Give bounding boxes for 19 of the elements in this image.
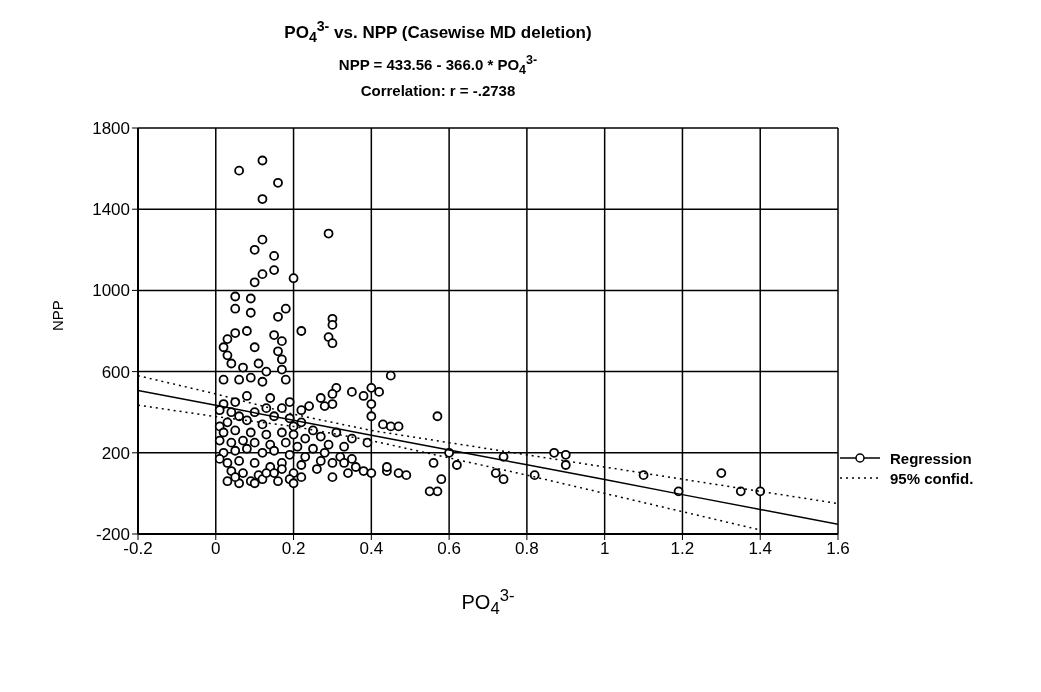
text: Correlation: r = -.2738 xyxy=(359,81,517,102)
x-tick-label: 0.6 xyxy=(437,539,461,559)
chart-title: PO$_{4}$$^{3-}$ vs. NPP (Casewise MD deletion) xyxy=(283,17,593,48)
y-axis-title: NPP xyxy=(49,300,67,331)
x-tick-label: 1 xyxy=(599,539,610,559)
x-tick-label: 0.8 xyxy=(515,539,539,559)
y-tick-label: 1400 xyxy=(92,200,130,220)
x-tick-label: 1.2 xyxy=(670,539,695,559)
x-tick-label: 1.4 xyxy=(748,539,773,559)
legend-label: 95% confid. xyxy=(890,469,974,487)
y-tick-label: 600 xyxy=(101,362,130,382)
x-tick-label: 0.4 xyxy=(359,539,384,559)
legend-label: Regression xyxy=(890,449,972,467)
x-tick-label: 0 xyxy=(211,539,221,559)
y-tick-label: 1800 xyxy=(92,119,130,139)
x-tick-label: 0.2 xyxy=(281,539,306,559)
x-tick-label: 1.6 xyxy=(826,539,850,559)
y-tick-label: 200 xyxy=(101,443,130,463)
y-tick-label: 1000 xyxy=(92,281,130,301)
